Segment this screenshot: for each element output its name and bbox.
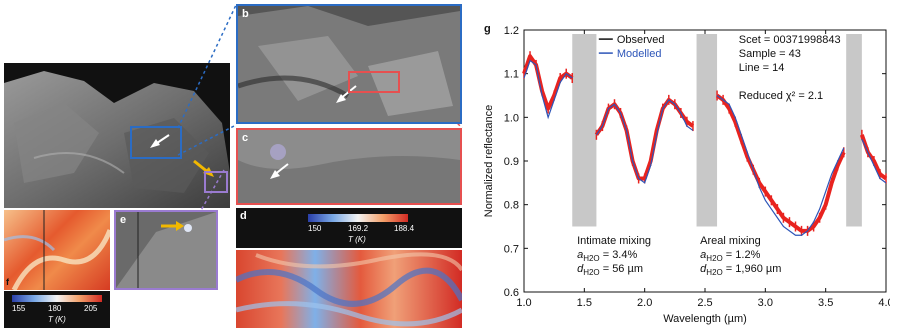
info-line-3: Line = 14	[739, 62, 785, 74]
panel-b-zoom: b	[236, 4, 462, 124]
excluded-band-2	[696, 34, 718, 227]
panel-g-spectrum-chart: g 1.01.52.02.53.03.54.00.60.70.80.91.01.…	[483, 23, 890, 325]
x-tick-label-2: 1.5	[577, 297, 592, 309]
colorbar-f-unit: T (K)	[48, 315, 66, 324]
info-line-5: Reduced χ² = 2.1	[739, 90, 823, 102]
x-tick-label-5: 3.0	[758, 297, 773, 309]
areal-mixing-grain-size: dH2O = 1,960 µm	[700, 263, 781, 277]
x-tick-label-7: 4.0	[878, 297, 890, 309]
observed-series-line-3	[715, 93, 846, 233]
colorbar-f-gradient	[12, 295, 102, 302]
x-tick-label-6: 3.5	[818, 297, 833, 309]
colorbar-d-unit: T (K)	[348, 235, 366, 244]
panel-b-surface	[238, 6, 460, 122]
areal-mixing-abundance: aH2O = 1.2%	[700, 249, 760, 263]
colorbar-f-tick-2: 180	[48, 304, 62, 313]
panel-f-label: f	[6, 277, 9, 287]
temperature-map-texture	[236, 252, 462, 327]
chart-annotations: Intimate mixing aH2O = 3.4%dH2O = 56 µm Ar…	[577, 235, 781, 277]
excluded-band-1	[572, 34, 597, 227]
panel-a-comet-image	[4, 63, 230, 208]
intimate-mixing-grain-size: dH2O = 56 µm	[577, 263, 643, 277]
x-tick-label-3: 2.0	[637, 297, 652, 309]
panel-d-label: d	[240, 210, 247, 222]
y-tick-label-3: 0.8	[504, 200, 519, 212]
panel-c-surface	[238, 130, 460, 203]
comet-surface-illustration	[4, 71, 230, 208]
modelled-series-line-2	[595, 99, 694, 184]
excluded-bands	[572, 34, 862, 227]
y-tick-label-6: 1.1	[504, 69, 519, 81]
colorbar-d-tick-1: 150	[308, 224, 322, 233]
y-tick-label-1: 0.6	[504, 287, 519, 299]
y-tick-label-2: 0.7	[504, 243, 519, 255]
observed-series-line-2	[594, 97, 695, 181]
red-region-box	[348, 71, 400, 93]
panel-b-label: b	[242, 8, 249, 20]
intimate-mixing-title: Intimate mixing	[577, 235, 651, 247]
panel-g-label: g	[484, 23, 491, 35]
legend-label-modelled: Modelled	[617, 48, 662, 60]
observed-series-line-1	[522, 54, 574, 111]
x-axis-label: Wavelength (µm)	[663, 313, 747, 325]
colorbar-f-tick-3: 205	[84, 304, 98, 313]
y-tick-label-4: 0.9	[504, 156, 519, 168]
panel-c-label: c	[242, 132, 249, 144]
panel-f-colorbar: 155 180 205 T (K)	[4, 291, 110, 328]
info-line-2: Sample = 43	[739, 48, 801, 60]
info-line-1: Scet = 00371998843	[739, 34, 841, 46]
panel-f-temperature-map: f	[4, 210, 110, 290]
chart-series	[522, 51, 888, 236]
y-tick-label-5: 1.0	[504, 112, 519, 124]
panel-d-colorbar: d 150 169.2 188.4 T (K)	[236, 208, 462, 248]
panel-e-zoom: e	[114, 210, 218, 290]
chart-legend: Observed Modelled	[598, 34, 665, 60]
colorbar-f-tick-1: 155	[12, 304, 26, 313]
chart-info-box: Scet = 00371998843 Sample = 43 Line = 14 Re…	[739, 34, 841, 102]
colorbar-d-tick-2: 169.2	[348, 224, 369, 233]
panel-e-surface	[116, 212, 216, 288]
panel-f-texture	[4, 210, 110, 290]
chart-axes: 1.0 1.5 2.0 2.5 3.0 3.5 4.0 0.6 0.7 0.8 0.9 1.0 1.1 1…	[504, 25, 890, 309]
intimate-mixing-abundance: aH2O = 3.4%	[577, 249, 637, 263]
modelled-series-line-1	[523, 59, 573, 120]
purple-region-box	[204, 171, 228, 193]
areal-mixing-title: Areal mixing	[700, 235, 761, 247]
y-tick-label-7: 1.2	[504, 25, 519, 37]
panel-d-temperature-map	[236, 250, 462, 328]
panel-e-label: e	[120, 214, 127, 226]
blue-region-box	[130, 126, 182, 159]
colorbar-d-gradient	[308, 214, 408, 222]
modelled-series-line-4	[861, 138, 887, 184]
modelled-series-line-3	[716, 95, 845, 236]
x-tick-label-4: 2.5	[697, 297, 712, 309]
excluded-band-3	[846, 34, 862, 227]
legend-label-observed: Observed	[617, 34, 665, 46]
observed-series-line-4	[859, 134, 888, 181]
y-axis-label: Normalized reflectance	[483, 105, 495, 218]
panel-c-zoom: c	[236, 128, 462, 205]
x-tick-label-1: 1.0	[516, 297, 531, 309]
colorbar-d-tick-3: 188.4	[394, 224, 415, 233]
